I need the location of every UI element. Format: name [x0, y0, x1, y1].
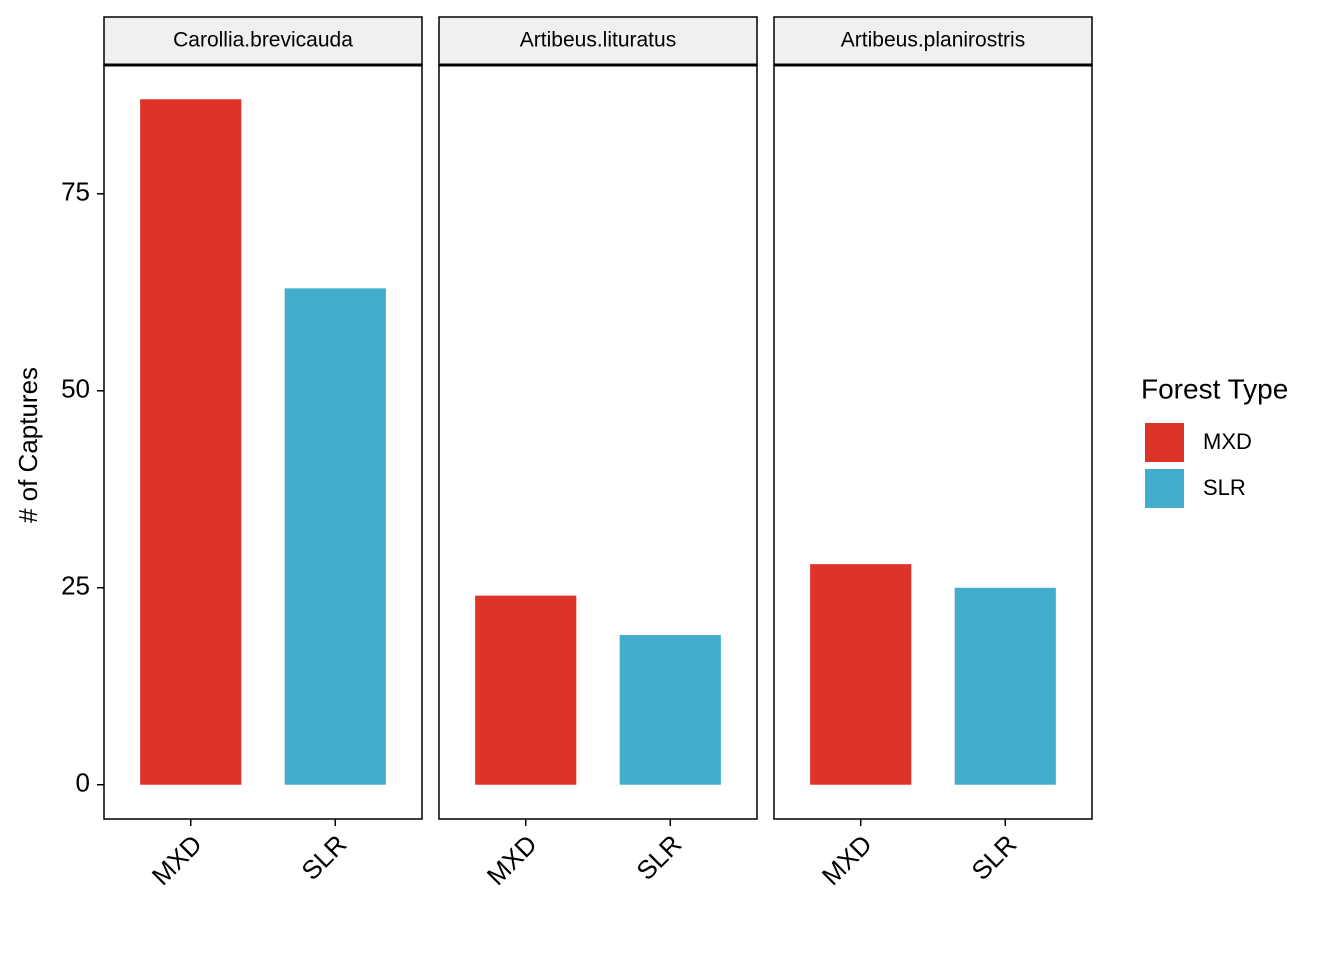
- legend-key: [1145, 469, 1184, 508]
- strip-label: Artibeus.lituratus: [520, 29, 676, 52]
- x-tick-label: MXD: [816, 829, 878, 891]
- y-tick-label: 75: [61, 177, 90, 207]
- x-tick-label: SLR: [965, 829, 1022, 886]
- strip: [103, 16, 423, 66]
- x-tick-label: SLR: [630, 829, 687, 886]
- y-tick-label: 0: [76, 768, 90, 798]
- legend-label: MXD: [1203, 429, 1252, 454]
- bar: [619, 635, 721, 785]
- x-tick-label: SLR: [295, 829, 352, 886]
- strip: [438, 16, 758, 66]
- panel-border: [103, 64, 423, 820]
- bar: [140, 99, 242, 785]
- bar: [284, 288, 386, 785]
- y-tick-label: 50: [61, 374, 90, 404]
- bar: [475, 595, 577, 785]
- bar: [810, 564, 912, 785]
- x-tick-label: MXD: [481, 829, 543, 891]
- legend-label: SLR: [1203, 475, 1246, 500]
- legend-key: [1145, 423, 1184, 462]
- y-axis-label: # of Captures: [13, 367, 43, 523]
- y-tick-label: 25: [61, 571, 90, 601]
- strip-label: Artibeus.planirostris: [841, 29, 1025, 52]
- panel-border: [773, 64, 1093, 820]
- strip-label: Carollia.brevicauda: [173, 29, 353, 52]
- panel-border: [438, 64, 758, 820]
- strip: [773, 16, 1093, 66]
- legend-title: Forest Type: [1141, 373, 1288, 404]
- bar: [954, 587, 1056, 785]
- x-tick-label: MXD: [146, 829, 208, 891]
